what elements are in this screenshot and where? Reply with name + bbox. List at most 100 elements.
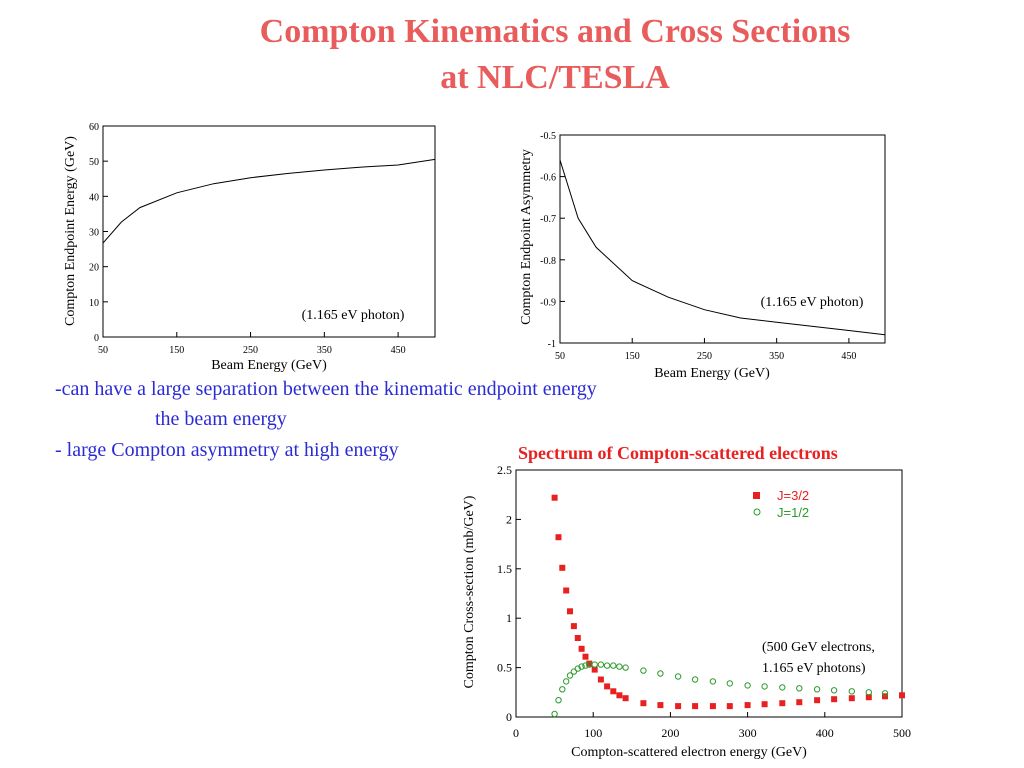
j12-point (566, 672, 574, 679)
j12-point (640, 667, 647, 674)
x-tick-label: 350 (769, 351, 784, 362)
legend-j12-label: J=1/2 (777, 505, 809, 520)
j12-point (657, 670, 664, 677)
x-tick-label: 50 (555, 351, 565, 362)
j32-point (586, 660, 593, 667)
x-tick-label: 50 (98, 345, 108, 356)
y-tick-label: 20 (89, 263, 99, 274)
j12-point (865, 689, 872, 696)
j32-point (597, 676, 604, 683)
j12-point (691, 676, 699, 683)
j12-point (555, 697, 562, 704)
x-tick-label: 150 (625, 351, 640, 362)
j32-point (582, 653, 589, 660)
photon-annotation: (1.165 eV photon) (302, 308, 405, 323)
j32-point (570, 623, 577, 630)
j32-point (578, 645, 585, 652)
bullet-separation: -can have a large separation between the… (55, 378, 597, 400)
y-tick-label: 10 (89, 298, 99, 309)
y-axis-label: Compton Endpoint Energy (GeV) (63, 136, 78, 326)
j32-point (675, 703, 682, 710)
j12-point (848, 688, 855, 695)
j12-point (610, 662, 617, 669)
j32-point (559, 564, 566, 571)
j12-point (622, 664, 629, 671)
plot-frame (559, 134, 886, 344)
y-tick-label: 0.5 (497, 661, 512, 675)
j32-point (865, 694, 872, 701)
j12-point (616, 663, 623, 670)
j32-point (616, 692, 623, 699)
y-tick-label: 30 (89, 228, 99, 239)
j12-point (796, 685, 803, 692)
electron-annotation-line1: (500 GeV electrons, (762, 640, 875, 655)
spectrum-title: Spectrum of Compton-scattered electrons (518, 443, 838, 463)
j32-point (779, 700, 786, 707)
x-tick-label: 300 (739, 726, 757, 740)
y-tick-label: 40 (89, 192, 99, 203)
y-tick-label: -0.5 (540, 131, 556, 142)
j32-point (814, 697, 821, 704)
j12-point (881, 690, 889, 697)
bullet-separation-continued: the beam energy (155, 408, 287, 430)
photon-annotation: (1.165 eV photon) (761, 295, 864, 310)
x-axis-label: Beam Energy (GeV) (211, 358, 327, 373)
j12-point (559, 686, 566, 693)
j12-point (570, 668, 578, 675)
j32-point (622, 695, 629, 702)
x-tick-label: 400 (816, 726, 834, 740)
j32-point (591, 666, 598, 673)
y-tick-label: 2 (506, 512, 512, 526)
j32-point (692, 703, 699, 710)
plot-frame (515, 469, 903, 718)
legend: J=3/2 J=1/2 (753, 488, 809, 520)
j12-point (603, 662, 611, 669)
x-tick-label: 500 (893, 726, 911, 740)
j32-point (551, 494, 558, 501)
x-tick-label: 250 (243, 345, 258, 356)
j12-point (591, 661, 598, 668)
j32-point (555, 534, 562, 541)
legend-j32-marker (753, 492, 760, 499)
j12-point (578, 663, 585, 670)
j12-point (830, 687, 838, 694)
x-tick-label: 150 (169, 345, 184, 356)
j32-point (563, 587, 570, 594)
y-tick-label: 1 (506, 611, 512, 625)
y-tick-label: 60 (89, 122, 99, 133)
j12-point (761, 683, 768, 690)
y-axis-label: Compton Cross-section (mb/GeV) (462, 495, 477, 688)
j32-point (640, 700, 647, 707)
y-tick-label: 0 (506, 710, 512, 724)
j32-point (709, 703, 716, 710)
j32-point (610, 688, 617, 695)
j32-point (726, 703, 733, 710)
x-tick-label: 450 (841, 351, 856, 362)
j32-point (574, 635, 581, 641)
x-axis-label: Compton-scattered electron energy (GeV) (571, 745, 807, 760)
x-tick-label: 250 (697, 351, 712, 362)
j32-point (761, 701, 768, 708)
x-tick-label: 450 (391, 345, 406, 356)
y-axis-label: Compton Endpoint Asymmetry (519, 149, 534, 325)
j12-point (674, 673, 682, 680)
x-tick-label: 350 (317, 345, 332, 356)
j32-point (831, 696, 838, 703)
electron-annotation-line2: 1.165 eV photons) (762, 661, 866, 676)
y-tick-label: -0.7 (540, 214, 556, 225)
j12-point (597, 661, 605, 668)
j32-point (796, 699, 803, 706)
endpoint-asymmetry-curve (559, 159, 886, 336)
x-tick-label: 200 (661, 726, 679, 740)
slide-title-line2: at NLC/TESLA (440, 59, 670, 96)
endpoint-energy-curve (102, 158, 436, 244)
j32-point (657, 702, 664, 709)
y-tick-label: -0.8 (540, 256, 556, 267)
j12-point (779, 684, 786, 691)
j32-point (744, 702, 751, 709)
y-tick-label: 50 (89, 157, 99, 168)
j32-point (567, 608, 573, 615)
j12-point (574, 665, 581, 672)
